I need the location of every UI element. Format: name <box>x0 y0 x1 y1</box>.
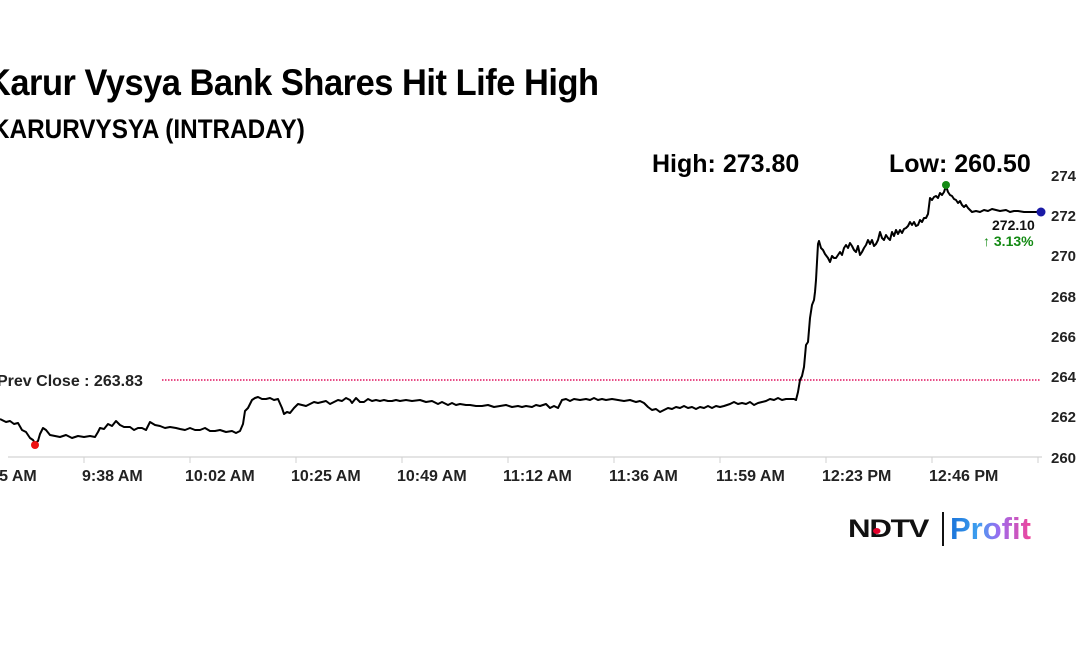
x-tick-label: 10:25 AM <box>291 468 361 485</box>
day-low-label: Low: 260.50 <box>889 150 1031 178</box>
last-price-label: 272.10 <box>992 217 1035 233</box>
change-percent-label: ↑ 3.13% <box>983 233 1034 249</box>
y-tick-label: 274 <box>1051 168 1077 185</box>
x-axis-labels: 9:15 AM 9:38 AM 10:02 AM 10:25 AM 10:49 … <box>0 468 998 485</box>
logo-divider <box>942 512 944 546</box>
day-low-marker <box>31 441 39 449</box>
x-tick-label: 11:36 AM <box>609 468 678 485</box>
profit-wordmark: Profit <box>950 511 1031 546</box>
y-axis-labels: 274 272 270 268 266 264 262 260 <box>1051 168 1077 467</box>
x-tick-label: 9:15 AM <box>0 468 37 485</box>
price-line <box>0 185 1040 444</box>
y-tick-label: 266 <box>1051 329 1076 346</box>
chart-subtitle: KARURVYSYA (INTRADAY) <box>0 114 305 144</box>
chart-title: Karur Vysya Bank Shares Hit Life High <box>0 62 599 103</box>
prev-close-label: Prev Close : 263.83 <box>0 373 143 390</box>
ndtv-wordmark: NDTV <box>848 515 963 544</box>
y-tick-label: 262 <box>1051 409 1076 426</box>
x-tick-label: 10:49 AM <box>397 468 467 485</box>
ndtv-profit-logo: NDTV Profit <box>848 509 1031 549</box>
x-tick-label: 12:23 PM <box>822 468 891 485</box>
ndtv-red-dot <box>873 527 881 534</box>
y-tick-label: 272 <box>1051 208 1076 225</box>
day-high-marker <box>942 181 950 189</box>
x-tick-label: 9:38 AM <box>82 468 143 485</box>
day-high-label: High: 273.80 <box>652 150 800 178</box>
x-tick-label: 12:46 PM <box>929 468 998 485</box>
ndtv-text: NDTV <box>848 514 929 543</box>
y-tick-label: 260 <box>1051 450 1076 467</box>
y-tick-label: 268 <box>1051 289 1076 306</box>
last-price-marker <box>1036 207 1046 217</box>
x-tick-label: 10:02 AM <box>185 468 255 485</box>
x-axis-ticks <box>83 457 1039 463</box>
y-tick-label: 264 <box>1051 369 1077 386</box>
y-tick-label: 270 <box>1051 248 1076 265</box>
x-tick-label: 11:12 AM <box>503 468 572 485</box>
x-tick-label: 11:59 AM <box>716 468 785 485</box>
